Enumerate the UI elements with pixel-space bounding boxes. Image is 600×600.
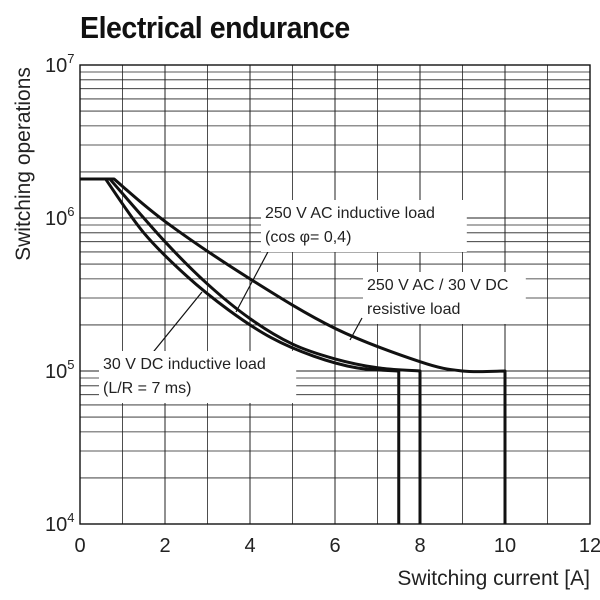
annotation-label: 30 V DC inductive load [103,356,266,373]
annotation-background [99,351,297,403]
plot-frame [79,64,591,525]
y-tick-label: 104 [45,510,74,536]
y-tick-labels: 104 105 106 107 [45,51,74,536]
y-tick-exponent: 6 [67,204,74,219]
y-tick-exponent: 4 [67,510,74,525]
annotation-label: resistive load [367,301,460,318]
annotation-label: 250 V AC inductive load [265,205,435,222]
annotation-leader-line [149,291,203,357]
x-tick-label: 2 [159,535,170,557]
x-tick-labels: 0 2 4 6 8 10 12 [74,535,600,557]
annotations: 250 V AC inductive load (cos φ= 0,4) 250 V… [99,200,526,403]
y-tick-label: 107 [45,51,74,77]
x-tick-label: 12 [579,535,600,557]
y-tick-label: 105 [45,357,74,383]
x-tick-label: 10 [494,535,516,557]
x-tick-label: 6 [329,535,340,557]
series-line [80,177,507,524]
series-line [80,177,401,524]
y-tick-exponent: 5 [67,357,74,372]
y-axis-label: Switching operations [12,67,35,261]
y-tick-exponent: 7 [67,51,74,66]
annotation-label: (L/R = 7 ms) [103,380,191,397]
x-tick-label: 8 [414,535,425,557]
x-tick-label: 4 [244,535,255,557]
annotation-label: (cos φ= 0,4) [265,229,351,246]
annotation-background [363,272,526,324]
y-tick-label: 106 [45,204,74,230]
series-line [80,177,422,524]
series-lines [80,177,507,524]
x-tick-label: 0 [74,535,85,557]
x-axis-label: Switching current [A] [397,567,590,590]
annotation-background [261,200,467,252]
chart-title: Electrical endurance [80,10,350,45]
annotation-label: 250 V AC / 30 V DC [367,277,508,294]
